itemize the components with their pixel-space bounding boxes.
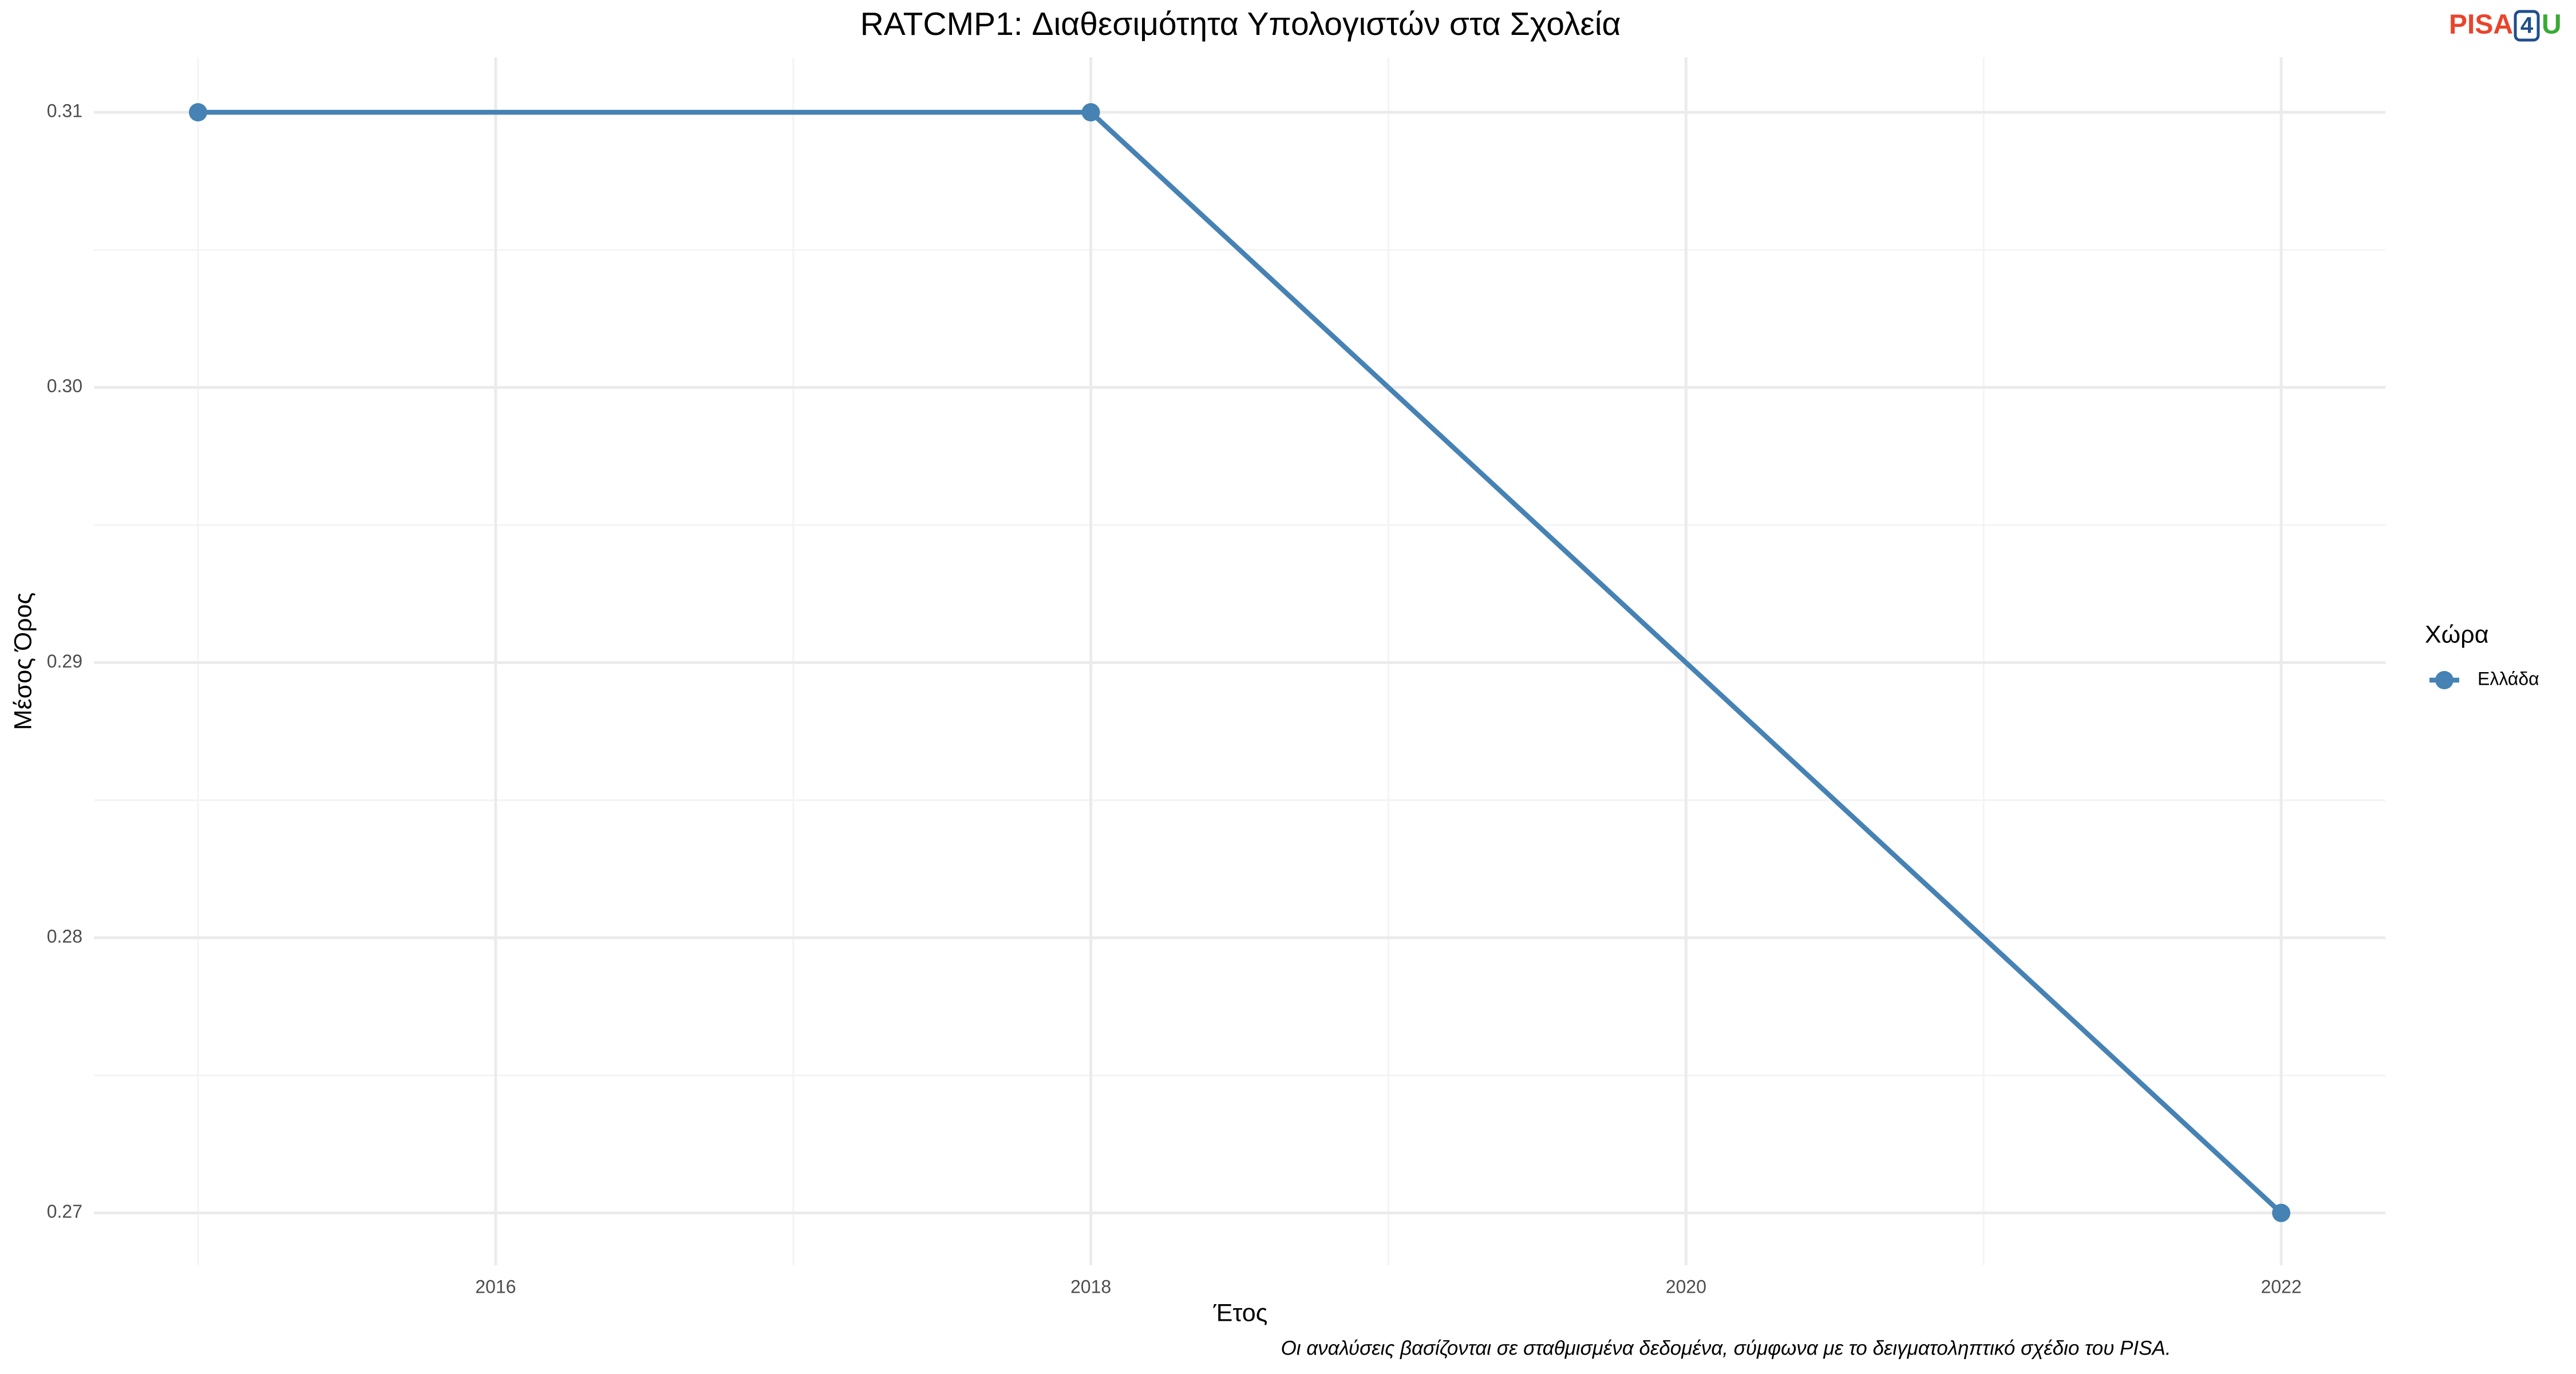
legend-label: Ελλάδα <box>2478 668 2539 689</box>
y-tick-label: 0.31 <box>47 101 82 121</box>
legend-title: Χώρα <box>2425 621 2489 648</box>
caption: Οι αναλύσεις βασίζονται σε σταθμισμένα δ… <box>1281 1337 2171 1359</box>
data-point <box>2272 1203 2291 1222</box>
x-tick-label: 2022 <box>2261 1276 2301 1297</box>
chart-title: RATCMP1: Διαθεσιμότητα Υπολογιστών στα Σ… <box>860 6 1621 42</box>
x-tick-label: 2018 <box>1070 1276 1111 1297</box>
logo: PISA 4 U <box>2449 10 2562 42</box>
logo-text: 4 <box>2520 13 2534 38</box>
logo-text: U <box>2542 10 2562 40</box>
x-tick-label: 2020 <box>1666 1276 1706 1297</box>
legend-marker <box>2435 671 2453 689</box>
x-axis-title: Έτος <box>1213 1299 1268 1326</box>
y-tick-label: 0.28 <box>47 926 82 946</box>
y-tick-label: 0.30 <box>47 376 82 396</box>
logo-box <box>2514 10 2540 42</box>
y-axis-title: Μέσος Όρος <box>9 593 37 731</box>
data-point <box>188 103 207 122</box>
data-point <box>1081 103 1100 122</box>
y-tick-label: 0.27 <box>47 1201 82 1222</box>
logo-text: PISA <box>2449 10 2513 40</box>
x-tick-label: 2016 <box>475 1276 516 1297</box>
y-tick-label: 0.29 <box>47 651 82 672</box>
